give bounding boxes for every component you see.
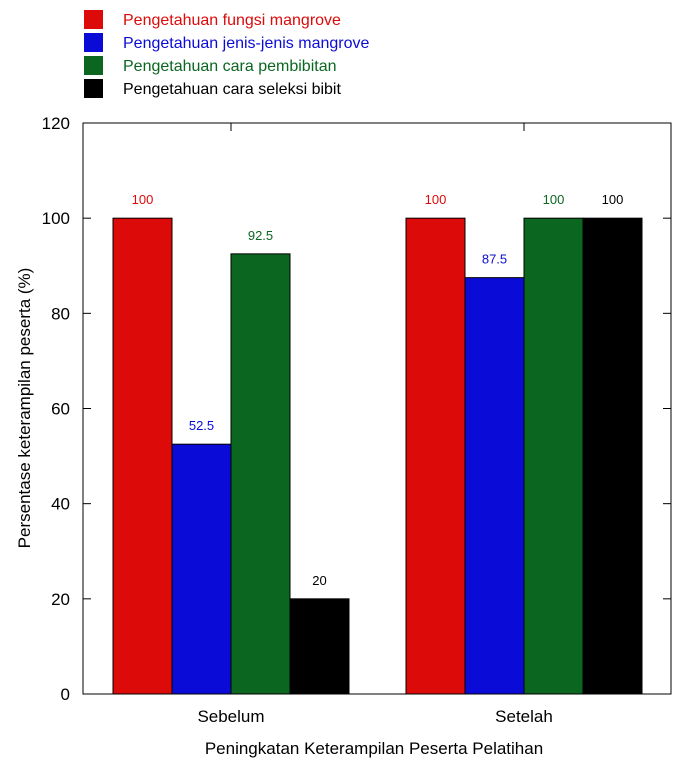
legend-entry: Pengetahuan jenis-jenis mangrove [123, 35, 369, 52]
y-axis: 0 20 40 60 80 100 120 [42, 114, 671, 704]
legend-entry: Pengetahuan cara seleksi bibit [123, 81, 341, 98]
bar [464, 277, 525, 695]
y-axis-label: Persentase keterampilan peserta (%) [15, 268, 34, 549]
y-tick-label: 0 [61, 685, 70, 704]
x-tick-label: Setelah [495, 707, 553, 726]
data-label: 92.5 [248, 228, 273, 243]
bar [112, 217, 173, 695]
data-label: 100 [425, 192, 447, 207]
legend-swatch [84, 56, 103, 75]
bar [582, 217, 643, 695]
x-axis: Sebelum Setelah [197, 123, 553, 726]
legend-swatch [84, 33, 103, 52]
y-tick-label: 20 [51, 590, 70, 609]
data-label: 20 [312, 573, 326, 588]
legend-swatch [84, 10, 103, 29]
data-label: 100 [602, 192, 624, 207]
data-label: 52.5 [189, 418, 214, 433]
y-tick-label: 60 [51, 400, 70, 419]
x-axis-label: Peningkatan Keterampilan Peserta Pelatih… [205, 739, 543, 758]
bar [405, 217, 466, 695]
y-tick-label: 120 [42, 114, 70, 133]
legend: Pengetahuan fungsi mangrove Pengetahuan j… [84, 10, 369, 98]
bar [171, 443, 232, 695]
data-label: 100 [543, 192, 565, 207]
y-tick-label: 40 [51, 495, 70, 514]
bar [289, 598, 350, 695]
bars: 100 52.5 92.5 20 100 87.5 100 100 [112, 192, 643, 695]
bar [230, 253, 291, 695]
data-label: 87.5 [482, 252, 507, 267]
x-tick-label: Sebelum [197, 707, 264, 726]
y-tick-label: 80 [51, 304, 70, 323]
legend-swatch [84, 79, 103, 98]
y-tick-label: 100 [42, 209, 70, 228]
legend-entry: Pengetahuan fungsi mangrove [123, 12, 341, 29]
bar [523, 217, 584, 695]
data-label: 100 [132, 192, 154, 207]
legend-entry: Pengetahuan cara pembibitan [123, 58, 337, 75]
